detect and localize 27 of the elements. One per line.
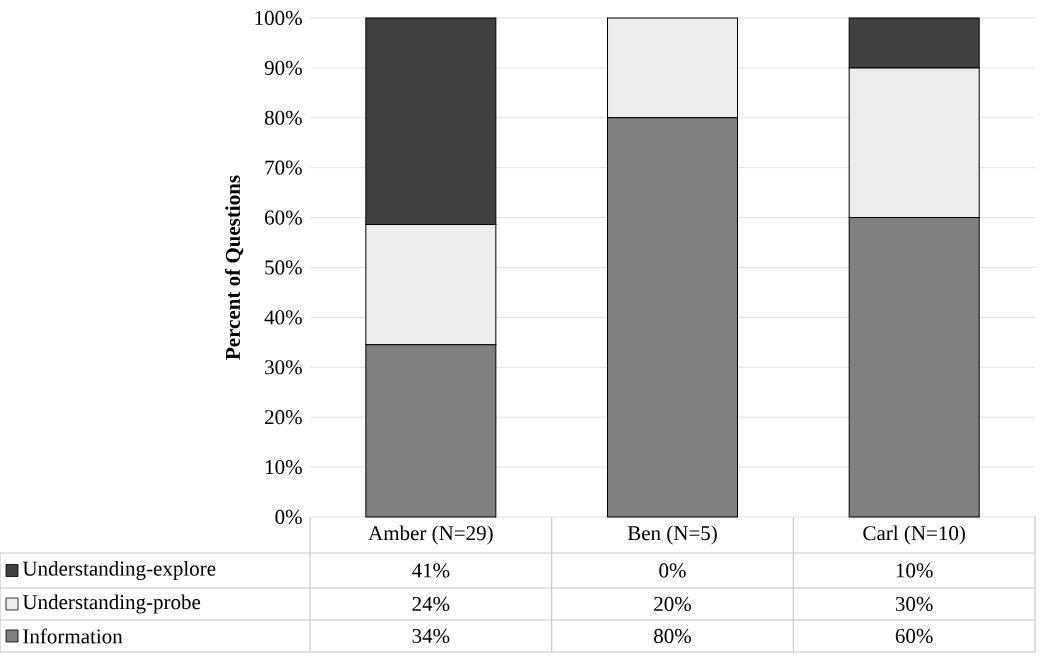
data-label: 20% xyxy=(654,596,692,612)
x-tick-label: Ben (N=5) xyxy=(627,525,717,545)
y-axis-title: Percent of Questions xyxy=(225,175,244,360)
y-tick-label: 60% xyxy=(265,210,302,225)
data-label: 34% xyxy=(412,628,450,644)
y-tick-label: 0% xyxy=(275,509,302,525)
data-label: 41% xyxy=(412,563,450,578)
data-label: 10% xyxy=(896,563,933,578)
y-tick-label: 10% xyxy=(265,459,302,475)
y-tick-label: 20% xyxy=(265,410,302,425)
y-tick-label: 70% xyxy=(265,160,302,175)
legend-label: Information xyxy=(23,628,123,644)
data-label: 30% xyxy=(895,596,933,612)
x-tick-label: Amber (N=29) xyxy=(368,525,493,545)
data-label: 80% xyxy=(654,628,692,644)
data-label: 0% xyxy=(659,563,686,578)
x-tick-label: Carl (N=10) xyxy=(863,525,965,545)
y-tick-label: 30% xyxy=(265,360,302,375)
y-tick-label: 40% xyxy=(264,310,302,325)
legend-label: Understanding-probe xyxy=(22,594,201,614)
data-label: 24% xyxy=(412,596,450,612)
legend-label: Understanding-explore xyxy=(22,560,216,581)
y-tick-label: 100% xyxy=(255,10,302,26)
y-tick-label: 50% xyxy=(265,260,302,275)
y-tick-label: 90% xyxy=(264,60,302,76)
y-tick-label: 80% xyxy=(264,110,302,125)
data-label: 60% xyxy=(895,628,933,644)
